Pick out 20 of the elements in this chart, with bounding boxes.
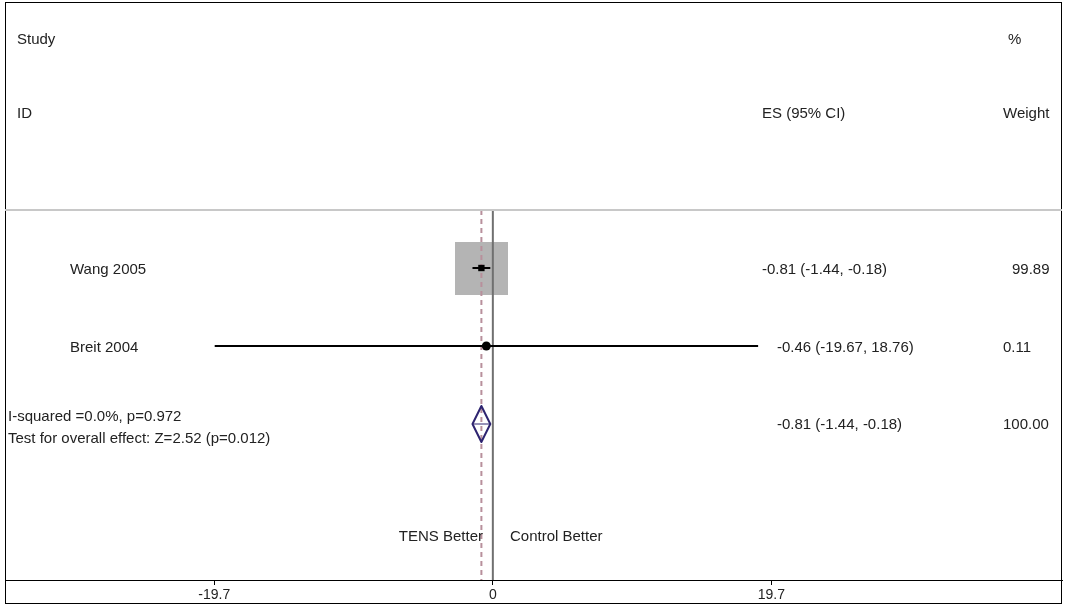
x-tick-label: 0 [488, 586, 497, 603]
annotation: -0.46 (-19.67, 18.76) [777, 337, 914, 355]
annotation: 99.89 [1012, 259, 1050, 277]
text: Weight [1003, 103, 1050, 121]
text: % [1008, 29, 1022, 47]
text: TENS Better [398, 526, 483, 544]
text: ID [17, 103, 32, 121]
annotation: I-squared =0.0%, p=0.972 [8, 406, 182, 424]
y-tick-label: Breit 2004 [70, 337, 139, 355]
y-tick-label: Wang 2005 [70, 259, 147, 277]
text: Study [17, 29, 56, 47]
annotation: -0.81 (-1.44, -0.18) [762, 259, 888, 277]
annotation: -0.81 (-1.44, -0.18) [777, 414, 903, 432]
text: Control Better [510, 526, 603, 544]
x-tick-label: -19.7 [198, 586, 231, 603]
annotation: Test for overall effect: Z=2.52 (p=0.012) [8, 428, 271, 446]
annotation: 100.00 [1003, 414, 1049, 432]
annotation: 0.11 [1003, 337, 1032, 355]
x-tick-label: 19.7 [757, 586, 786, 603]
text: ES (95% CI) [762, 103, 846, 121]
